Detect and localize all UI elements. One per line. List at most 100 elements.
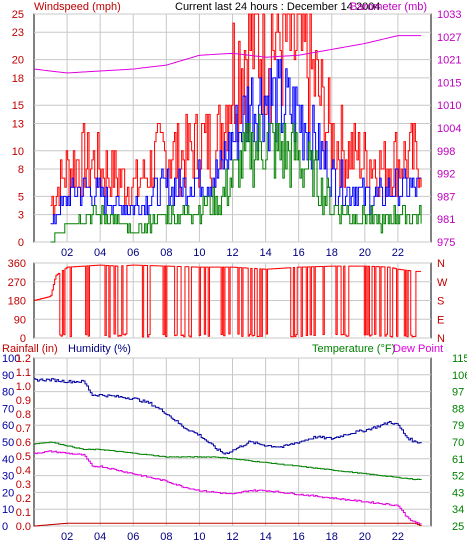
rain-tick-label: 0.9 <box>16 395 31 407</box>
compass-label: N <box>437 258 445 270</box>
barometer-tick-label: 1033 <box>437 9 461 21</box>
wind-x-tick-label: 06 <box>127 247 139 259</box>
rain-tick-label: 1.1 <box>16 367 31 379</box>
temperature-tick-label: 52 <box>452 471 464 483</box>
barometer-series <box>33 35 422 74</box>
temperature-axis-title: Temperature (°F) <box>312 343 395 355</box>
dewpoint-series <box>34 450 422 525</box>
temp-x-tick-label: 20 <box>359 531 371 543</box>
barometer-tick-label: 1021 <box>437 55 461 67</box>
chart-title: Current last 24 hours : December 14 2004 <box>175 1 380 13</box>
wind-x-tick-label: 02 <box>61 247 73 259</box>
compass-label: N <box>437 333 445 345</box>
humidity-tick-label: 30 <box>2 471 14 483</box>
temperature-tick-label: 79 <box>452 420 464 432</box>
barometer-tick-label: 975 <box>437 237 455 249</box>
temp-x-tick-label: 22 <box>392 531 404 543</box>
direction-tick-label: 360 <box>8 258 26 270</box>
humidity-series <box>34 378 422 455</box>
wind-x-tick-label: 14 <box>259 247 271 259</box>
windspeed-tick-label: 15 <box>12 100 24 112</box>
temperature-tick-label: 115 <box>452 353 467 365</box>
humidity-tick-label: 70 <box>2 403 14 415</box>
barometer-tick-label: 987 <box>437 191 455 203</box>
rain-tick-label: 0.7 <box>16 423 31 435</box>
wind-avg-series <box>50 59 422 225</box>
barometer-tick-label: 981 <box>437 214 455 226</box>
humidity-tick-label: 100 <box>2 353 20 365</box>
wind-x-tick-label: 16 <box>293 247 305 259</box>
rain-tick-label: 0.4 <box>16 465 31 477</box>
rainfall-axis-title: Rainfall (in) <box>2 343 58 355</box>
temp-x-tick-label: 12 <box>226 531 238 543</box>
wind-x-tick-label: 12 <box>226 247 238 259</box>
wind-low-series <box>50 113 422 243</box>
windspeed-tick-label: 20 <box>12 55 24 67</box>
humidity-tick-label: 10 <box>2 504 14 516</box>
windspeed-axis-title: Windspeed (mph) <box>34 1 121 13</box>
wind-x-tick-label: 04 <box>94 247 106 259</box>
windspeed-tick-label: 10 <box>12 146 24 158</box>
humidity-tick-label: 0 <box>2 521 8 533</box>
temp-x-tick-label: 14 <box>259 531 271 543</box>
temp-x-tick-label: 04 <box>94 531 106 543</box>
temp-x-tick-label: 02 <box>61 531 73 543</box>
wind-x-tick-label: 18 <box>326 247 338 259</box>
compass-label: W <box>437 277 448 289</box>
temperature-tick-label: 70 <box>452 437 464 449</box>
barometer-tick-label: 1004 <box>437 123 461 135</box>
direction-tick-label: 0 <box>20 333 26 345</box>
barometer-tick-label: 992 <box>437 169 455 181</box>
wind-x-tick-label: 20 <box>359 247 371 259</box>
humidity-tick-label: 90 <box>2 370 14 382</box>
humidity-tick-label: 50 <box>2 437 14 449</box>
barometer-tick-label: 1027 <box>437 32 461 44</box>
windspeed-tick-label: 0 <box>18 237 24 249</box>
windspeed-tick-label: 13 <box>12 118 24 130</box>
rain-tick-label: 0.2 <box>16 493 31 505</box>
windspeed-tick-label: 18 <box>12 73 24 85</box>
rain-tick-label: 1.0 <box>16 381 31 393</box>
compass-label: S <box>437 296 444 308</box>
windspeed-tick-label: 23 <box>12 27 24 39</box>
temp-x-tick-label: 18 <box>326 531 338 543</box>
humidity-tick-label: 60 <box>2 420 14 432</box>
humidity-tick-label: 40 <box>2 454 14 466</box>
humidity-axis-title: Humidity (%) <box>68 343 131 355</box>
direction-tick-label: 90 <box>14 314 26 326</box>
rain-tick-label: 0.8 <box>16 409 31 421</box>
temp-x-tick-label: 16 <box>293 531 305 543</box>
temperature-tick-label: 34 <box>452 504 464 516</box>
temp-x-tick-label: 08 <box>160 531 172 543</box>
barometer-axis-title: Barometer (mb) <box>350 1 427 13</box>
barometer-tick-label: 1010 <box>437 100 461 112</box>
rain-tick-label: 0.0 <box>16 521 31 533</box>
direction-tick-label: 270 <box>8 277 26 289</box>
temperature-tick-label: 97 <box>452 387 464 399</box>
direction-series <box>34 264 422 338</box>
rain-tick-label: 1.2 <box>16 353 31 365</box>
temperature-tick-label: 106 <box>452 370 467 382</box>
direction-tick-label: 180 <box>8 296 26 308</box>
humidity-tick-label: 20 <box>2 487 14 499</box>
temperature-tick-label: 25 <box>452 521 464 533</box>
windspeed-tick-label: 25 <box>12 9 24 21</box>
wind-x-tick-label: 08 <box>160 247 172 259</box>
dewpoint-axis-title: Dew Point <box>393 343 443 355</box>
compass-label: E <box>437 314 444 326</box>
rain-tick-label: 0.1 <box>16 507 31 519</box>
wind-x-tick-label: 10 <box>193 247 205 259</box>
humidity-tick-label: 80 <box>2 387 14 399</box>
rain-tick-label: 0.3 <box>16 479 31 491</box>
rain-tick-label: 0.6 <box>16 437 31 449</box>
temp-x-tick-label: 10 <box>193 531 205 543</box>
temperature-series <box>34 441 422 481</box>
temperature-humidity-panel: 0 10 20 30 40 50 60 70 80 90 100 0.0 0.1 0.2 0.3 0.4 0.… <box>2 353 467 543</box>
barometer-tick-label: 1015 <box>437 77 461 89</box>
windspeed-tick-label: 8 <box>18 164 24 176</box>
windspeed-tick-label: 5 <box>18 191 24 203</box>
barometer-tick-label: 998 <box>437 146 455 158</box>
temperature-tick-label: 88 <box>452 403 464 415</box>
